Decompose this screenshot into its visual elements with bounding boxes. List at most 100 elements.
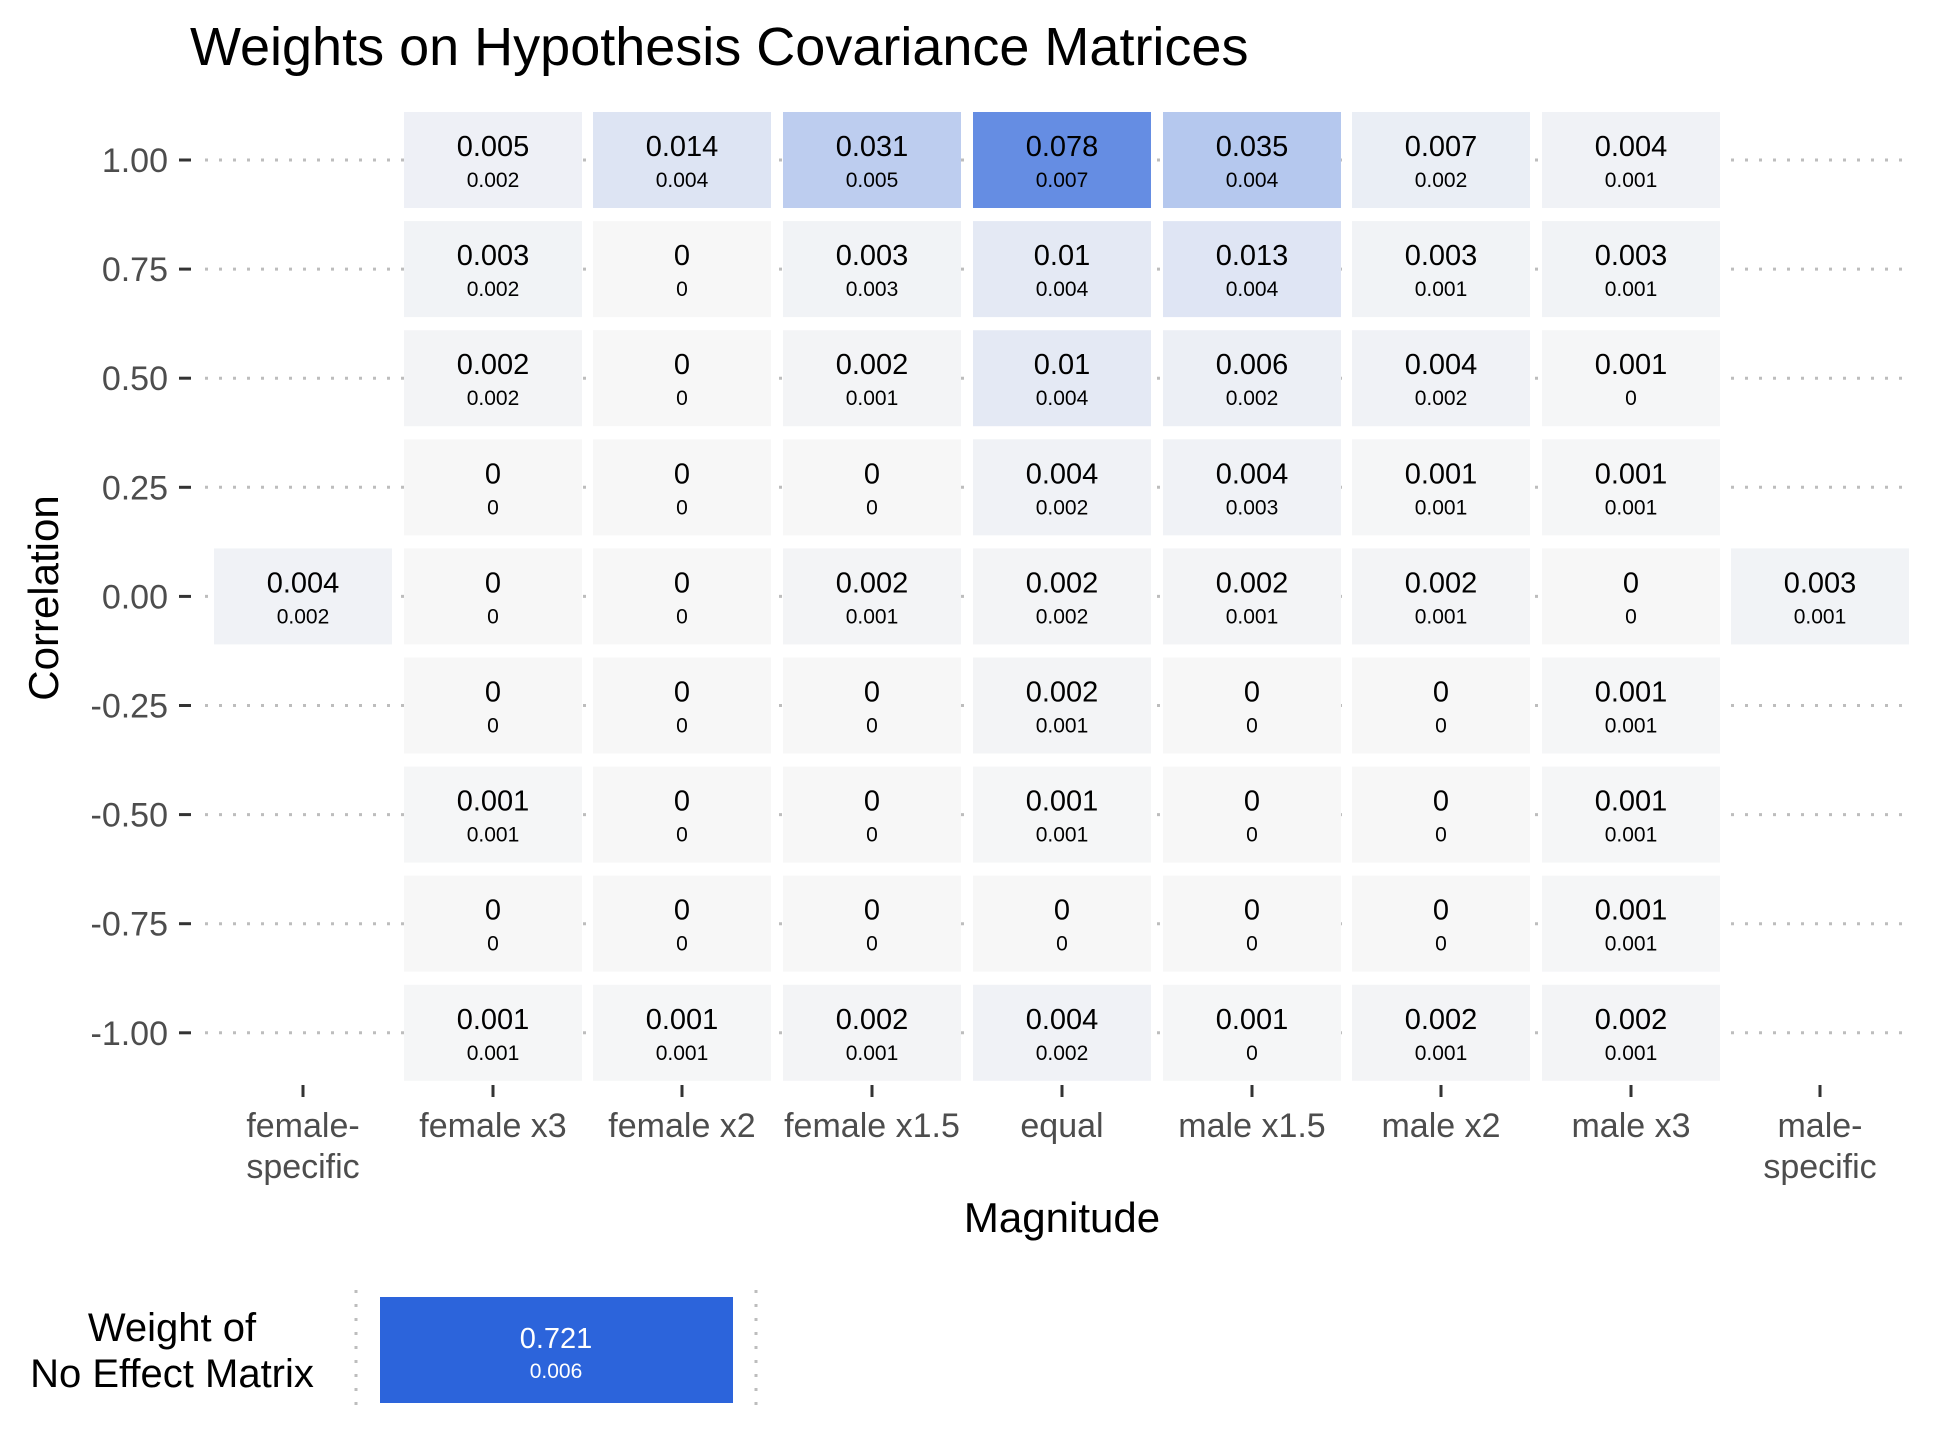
heatmap-cell-sublabel: 0	[676, 387, 688, 410]
heatmap-cell-sublabel: 0.002	[1036, 605, 1089, 628]
heatmap-cell-value: 0.031	[836, 131, 909, 163]
heatmap-cell-rect	[1352, 657, 1530, 754]
heatmap-cell: 0.004 0.002	[973, 439, 1151, 536]
y-tick-label: -0.75	[91, 906, 169, 944]
heatmap-cell-rect	[593, 984, 771, 1081]
heatmap-cell: 0.002 0.001	[1542, 984, 1720, 1081]
heatmap-cell-value: 0.013	[1216, 240, 1289, 272]
heatmap-cell: 0.004 0.002	[973, 984, 1151, 1081]
heatmap-cell: 0.031 0.005	[783, 112, 961, 208]
heatmap-cell-sublabel: 0.001	[1605, 1042, 1658, 1065]
heatmap-cell-value: 0	[674, 567, 690, 599]
heatmap-cell: 00	[404, 657, 582, 754]
heatmap-cell-sublabel: 0.003	[1226, 496, 1279, 519]
heatmap-cell-value: 0.003	[1595, 240, 1668, 272]
x-tick-label: male x1.5	[1178, 1107, 1325, 1145]
heatmap-cell: 0.001 0	[1542, 330, 1720, 427]
heatmap-cell: 00	[593, 221, 771, 318]
heatmap-cell: 0.002 0.001	[783, 330, 961, 427]
heatmap-cell-sublabel: 0.003	[846, 278, 899, 301]
no-effect-cell-sublabel: 0.006	[530, 1360, 583, 1383]
heatmap-cell-sublabel: 0	[1435, 933, 1447, 956]
heatmap-cell: 0.001 0.001	[1542, 875, 1720, 972]
heatmap-cell-rect	[1542, 112, 1720, 208]
heatmap-cell-sublabel: 0	[676, 715, 688, 738]
heatmap-cell: 0.01 0.004	[973, 221, 1151, 318]
heatmap-cell-value: 0.004	[1405, 349, 1478, 381]
heatmap-cell-value: 0.001	[457, 1004, 530, 1036]
no-effect-row-label: Weight of No Effect Matrix	[30, 1306, 314, 1396]
heatmap-cell-value: 0.004	[1595, 131, 1668, 163]
heatmap-cell-value: 0	[674, 895, 690, 927]
heatmap-cell-sublabel: 0.001	[1794, 605, 1847, 628]
heatmap-cell-value: 0.014	[646, 131, 719, 163]
heatmap-cell-rect	[593, 439, 771, 536]
heatmap-cell-rect	[404, 657, 582, 754]
heatmap-cell-rect	[1352, 875, 1530, 972]
heatmap-cell: 0.001 0.001	[1542, 657, 1720, 754]
heatmap-cell-sublabel: 0.004	[656, 169, 709, 192]
y-tick-label: 0.50	[102, 360, 168, 398]
heatmap-cell-rect	[1542, 439, 1720, 536]
heatmap-cell-rect	[1163, 439, 1341, 536]
x-tick-label: female-specific	[246, 1107, 359, 1186]
heatmap-cell: 0.006 0.002	[1163, 330, 1341, 427]
heatmap-cell-rect	[973, 221, 1151, 318]
heatmap-cell-sublabel: 0.002	[277, 605, 330, 628]
heatmap-cell-rect	[973, 439, 1151, 536]
y-axis-title: Correlation	[20, 495, 67, 700]
heatmap-cell-value: 0.078	[1026, 131, 1099, 163]
heatmap-cell-value: 0.004	[1026, 458, 1099, 490]
heatmap-cell-sublabel: 0	[1246, 824, 1258, 847]
heatmap-cell-sublabel: 0	[866, 715, 878, 738]
x-tick-label: female x2	[608, 1107, 755, 1145]
heatmap-cell: 00	[593, 875, 771, 972]
heatmap-cell-rect	[1163, 657, 1341, 754]
chart-title: Weights on Hypothesis Covariance Matrice…	[190, 17, 1248, 77]
heatmap-cell-rect	[1542, 875, 1720, 972]
heatmap-cell-value: 0.003	[457, 240, 530, 272]
heatmap-cell-rect	[1163, 766, 1341, 863]
y-tick-label: 0.00	[102, 578, 168, 616]
heatmap-cell-rect	[973, 112, 1151, 208]
heatmap-cell: 0.003 0.001	[1352, 221, 1530, 318]
heatmap-cell-rect	[1352, 439, 1530, 536]
heatmap-cell-sublabel: 0.001	[467, 824, 520, 847]
heatmap-cell: 0.007 0.002	[1352, 112, 1530, 208]
no-effect-panel: 0.721 0.006 Weight of No Effect Matrix	[30, 1290, 758, 1412]
heatmap-cell: 00	[593, 766, 771, 863]
heatmap-cell: 00	[404, 548, 582, 645]
heatmap-cell-value: 0.002	[1216, 567, 1289, 599]
heatmap-cell-value: 0	[485, 567, 501, 599]
heatmap-cell-sublabel: 0	[866, 824, 878, 847]
heatmap-cell-sublabel: 0	[1056, 933, 1068, 956]
heatmap-cell-value: 0	[674, 349, 690, 381]
heatmap-cell-sublabel: 0	[676, 278, 688, 301]
heatmap-cell-sublabel: 0	[1625, 605, 1637, 628]
heatmap-cell: 0.002 0.001	[783, 984, 961, 1081]
heatmap-cell: 0.003 0.002	[404, 221, 582, 318]
heatmap-cell: 0.001 0.001	[1542, 439, 1720, 536]
heatmap-cell-value: 0	[1244, 786, 1260, 818]
heatmap-cell: 00	[593, 548, 771, 645]
heatmap-cell-sublabel: 0.004	[1226, 278, 1279, 301]
heatmap-cell-rect	[1352, 548, 1530, 645]
heatmap-cell-value: 0	[1433, 895, 1449, 927]
heatmap-cell-rect	[1163, 984, 1341, 1081]
heatmap-cell-rect	[783, 221, 961, 318]
heatmap-cell-value: 0.004	[1216, 458, 1289, 490]
heatmap-cell-sublabel: 0.001	[467, 1042, 520, 1065]
heatmap-cell-rect	[973, 766, 1151, 863]
heatmap-cell-sublabel: 0	[866, 933, 878, 956]
heatmap-cell-sublabel: 0	[487, 605, 499, 628]
heatmap-cell-sublabel: 0.004	[1226, 169, 1279, 192]
heatmap-cell-rect	[1542, 548, 1720, 645]
heatmap-cell: 0.001 0.001	[404, 766, 582, 863]
main-heatmap-cells: 0.005 0.002 0.014 0.004 0.031 0.005 0.078 0.007…	[214, 112, 1909, 1081]
heatmap-cell-rect	[1352, 984, 1530, 1081]
heatmap-cell-rect	[404, 548, 582, 645]
heatmap-cell-sublabel: 0.007	[1036, 169, 1089, 192]
heatmap-cell-value: 0.001	[1595, 458, 1668, 490]
heatmap-cell: 00	[593, 330, 771, 427]
heatmap-cell-rect	[593, 875, 771, 972]
